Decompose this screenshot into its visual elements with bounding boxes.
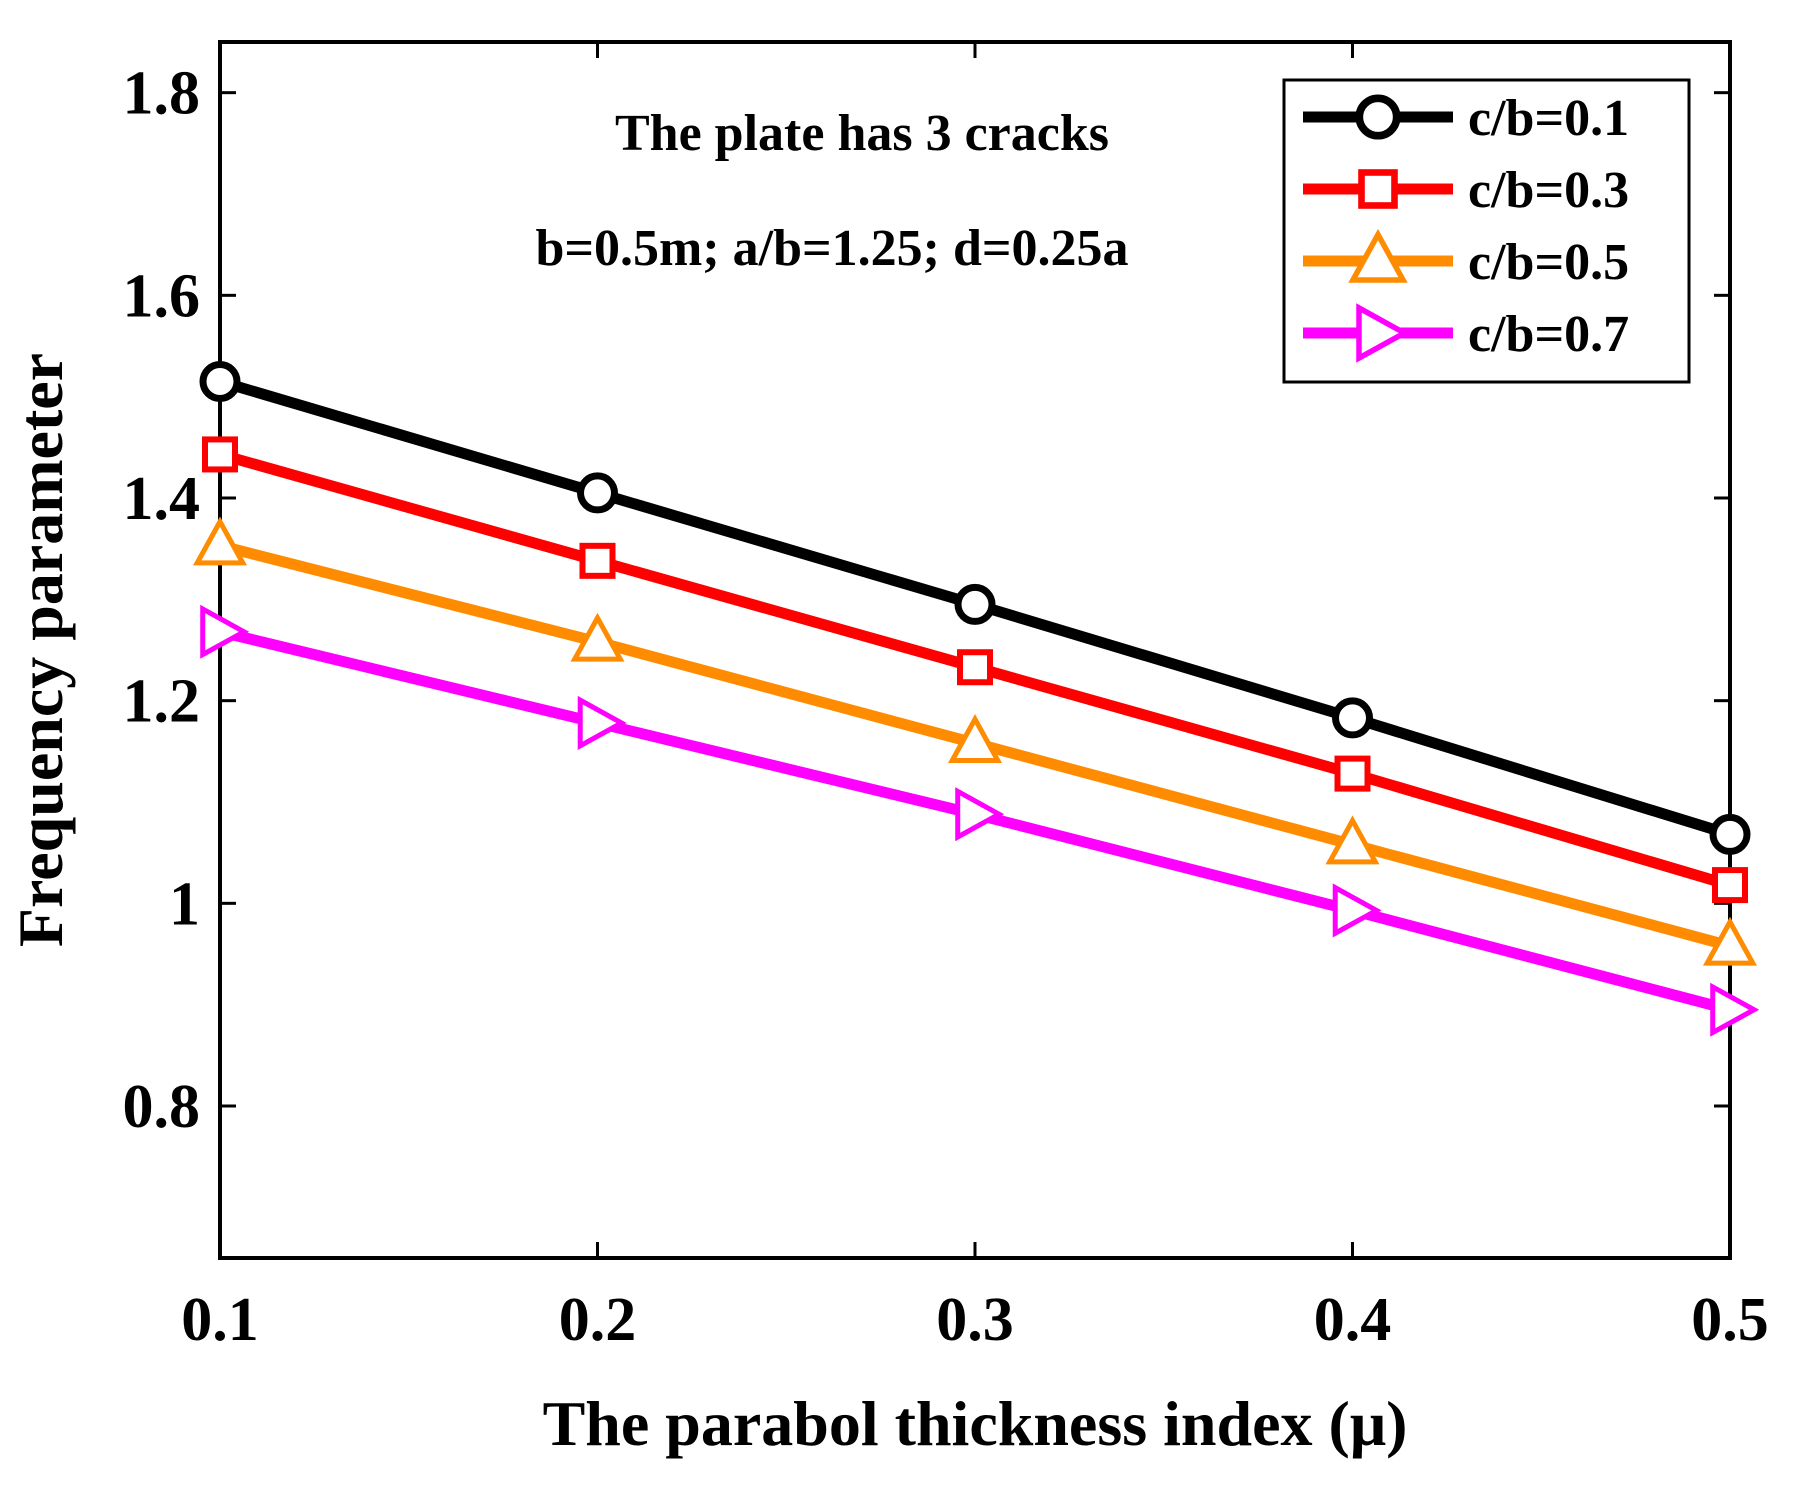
data-point [957, 649, 993, 686]
legend-item: c/b=0.1 [1303, 90, 1629, 147]
legend-label: c/b=0.5 [1468, 234, 1629, 291]
x-tick-label: 0.3 [936, 1286, 1014, 1354]
data-point [1709, 813, 1751, 855]
y-tick-labels: 0.8 1 1.2 1.4 1.6 1.8 [123, 60, 201, 1141]
data-point [1325, 815, 1380, 865]
y-tick-label: 0.8 [123, 1073, 201, 1141]
x-tick-labels: 0.1 0.2 0.3 0.4 0.5 [181, 1286, 1769, 1354]
series-c/b=0.3 [202, 436, 1748, 904]
legend-label: c/b=0.7 [1468, 306, 1629, 363]
legend-marker [1348, 228, 1408, 283]
data-point [1702, 916, 1758, 966]
data-point [202, 436, 238, 473]
data-point [570, 612, 625, 662]
data-point [200, 604, 250, 659]
annotation-parameters: b=0.5m; a/b=1.25; d=0.25a [535, 220, 1128, 277]
y-tick-label: 1.4 [123, 465, 201, 533]
x-tick-label: 0.1 [181, 1286, 259, 1354]
legend-marker [1358, 169, 1398, 209]
x-tick-label: 0.2 [559, 1286, 637, 1354]
data-point [199, 360, 241, 402]
data-point [1332, 883, 1382, 938]
data-point [955, 787, 1005, 842]
series-layer [192, 360, 1760, 1037]
series-c/b=0.5 [192, 516, 1758, 966]
legend: c/b=0.1 c/b=0.3 c/b=0.5 c/b=0.7 [1282, 78, 1691, 384]
data-point [1710, 982, 1760, 1037]
legend-label: c/b=0.1 [1468, 90, 1629, 147]
series-c/b=0.1 [199, 360, 1751, 855]
data-point [192, 516, 248, 566]
x-tick-label: 0.5 [1691, 1286, 1769, 1354]
data-point [954, 583, 996, 625]
y-tick-label: 1.8 [123, 60, 201, 128]
legend-item: c/b=0.3 [1303, 162, 1629, 219]
data-point [577, 472, 618, 514]
x-axis-label: The parabol thickness index (μ) [543, 1388, 1408, 1459]
legend-item: c/b=0.5 [1303, 228, 1629, 291]
data-point [577, 695, 627, 750]
tick-marks [218, 42, 1732, 1258]
data-point [1712, 867, 1748, 904]
series-c/b=0.7 [200, 604, 1760, 1037]
data-point [947, 714, 1003, 764]
data-point [1334, 755, 1371, 792]
data-point [579, 542, 616, 579]
y-axis-label: Frequency parameter [5, 353, 76, 947]
legend-marker [1355, 94, 1401, 140]
legend-marker [1356, 303, 1411, 363]
x-tick-label: 0.4 [1314, 1286, 1392, 1354]
y-tick-label: 1 [169, 870, 200, 938]
legend-label: c/b=0.3 [1468, 162, 1629, 219]
legend-item: c/b=0.7 [1303, 303, 1629, 363]
annotation-title: The plate has 3 cracks [615, 105, 1109, 162]
y-tick-label: 1.6 [123, 262, 201, 330]
data-point [1332, 697, 1373, 739]
y-tick-label: 1.2 [123, 668, 201, 736]
